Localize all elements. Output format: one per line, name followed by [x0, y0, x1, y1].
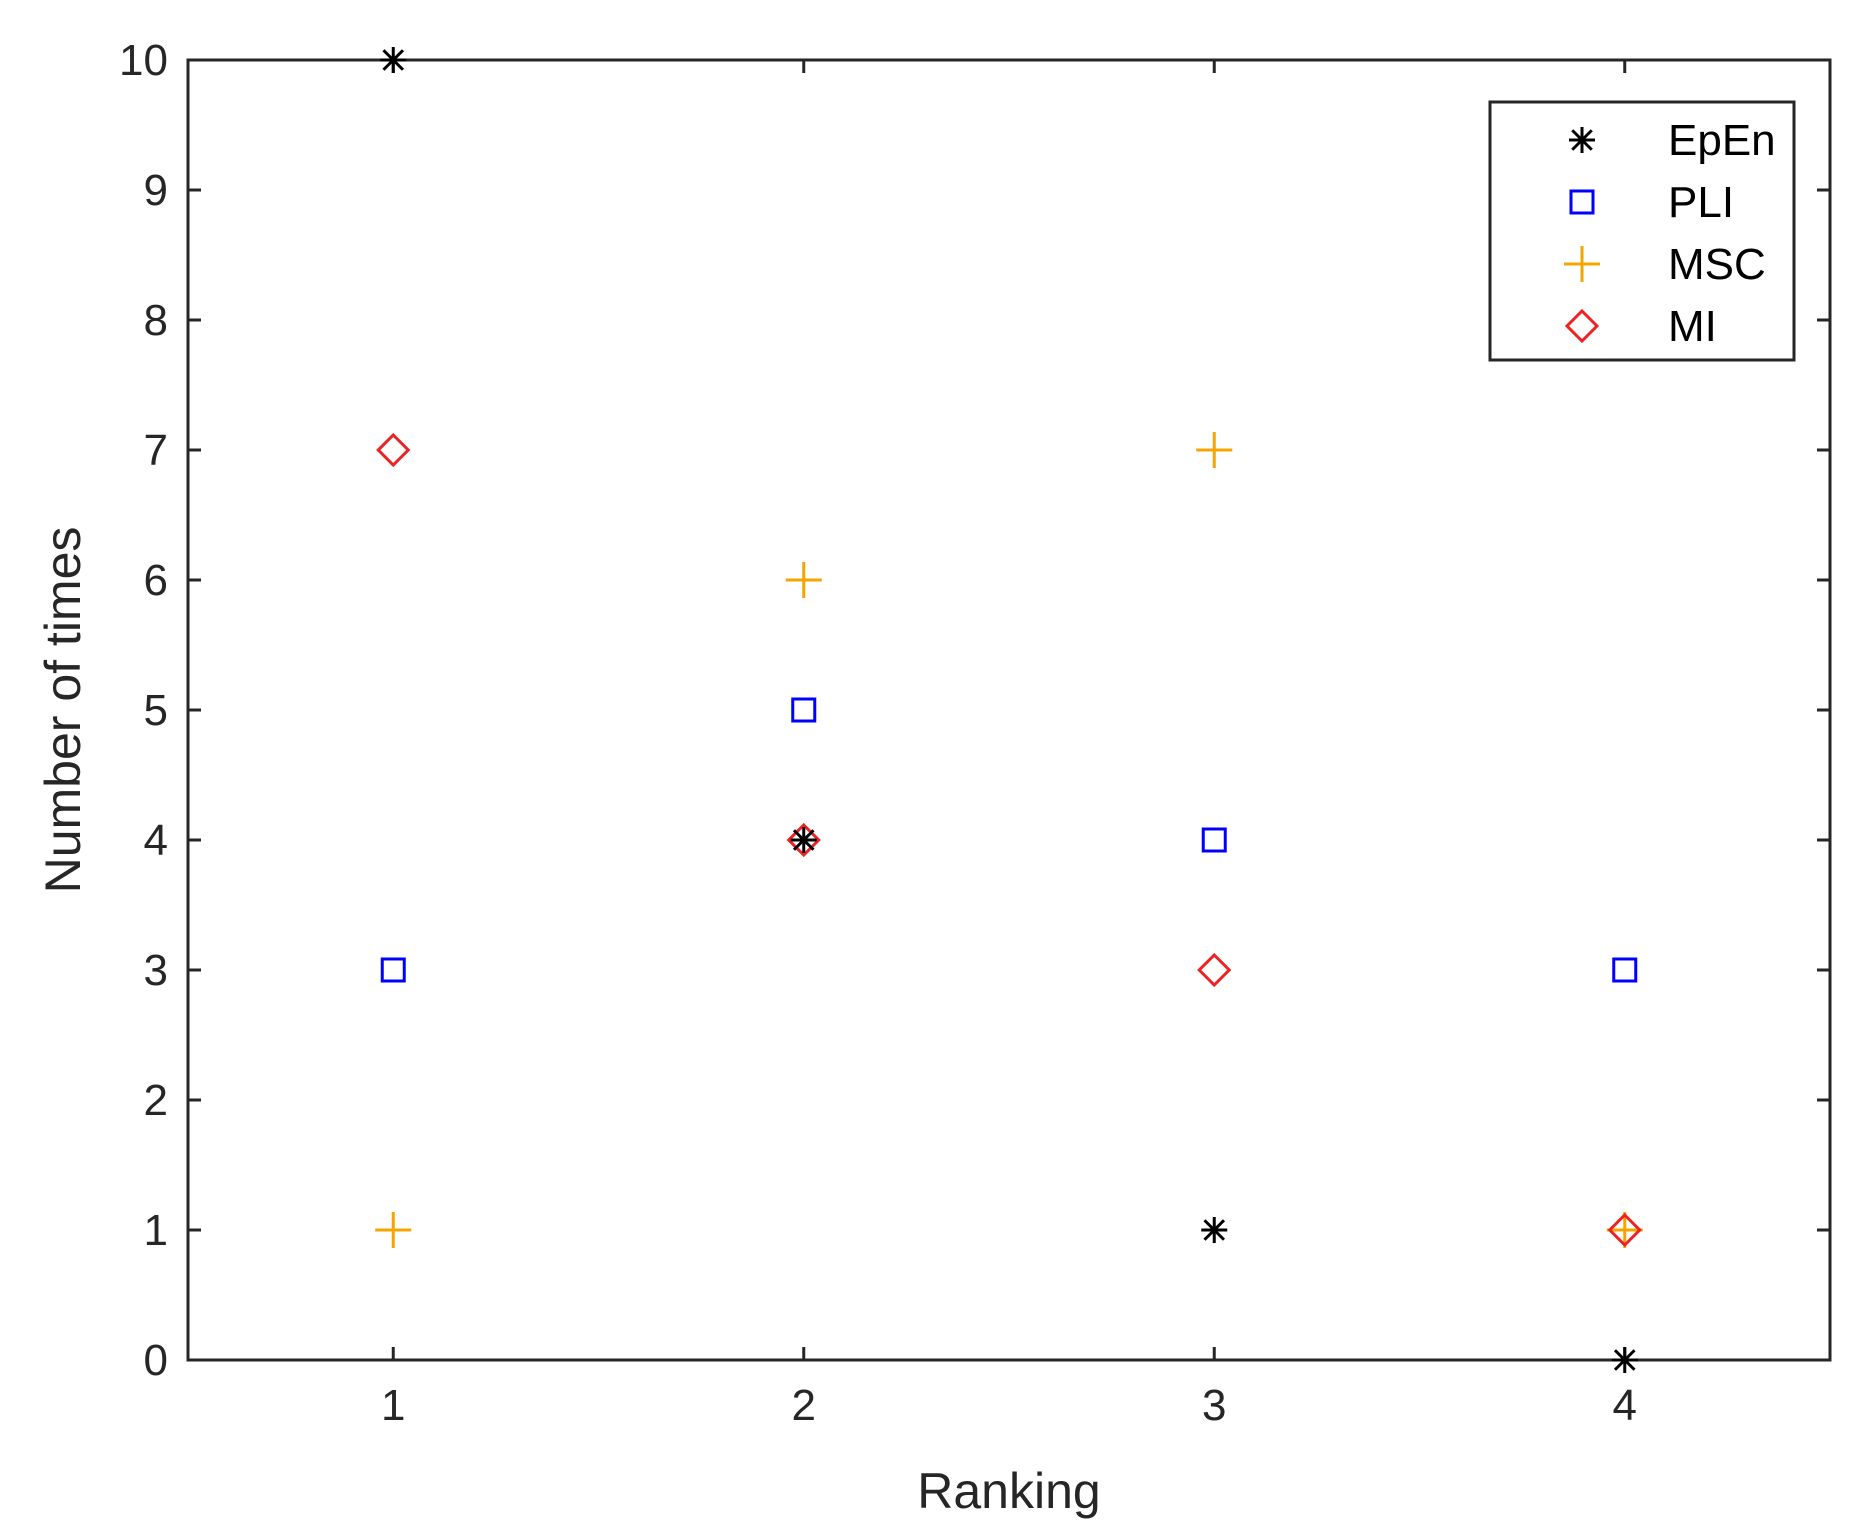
legend-label-msc: MSC [1668, 240, 1766, 289]
y-tick-label: 0 [144, 1336, 168, 1385]
y-tick-label: 10 [119, 36, 168, 85]
point-mi-4 [1607, 1212, 1642, 1248]
x-tick-label: 3 [1202, 1381, 1226, 1430]
point-pli-2 [791, 697, 817, 723]
x-tick-label: 4 [1613, 1381, 1637, 1430]
point-epen-4 [1611, 1347, 1638, 1373]
legend-marker-msc [1564, 246, 1600, 282]
y-tick-label: 4 [144, 816, 168, 865]
legend-label-pli: PLI [1668, 178, 1734, 227]
point-mi-2 [786, 822, 821, 858]
x-axis-label: Ranking [917, 1463, 1100, 1519]
legend-label-mi: MI [1668, 302, 1717, 351]
y-tick-label: 9 [144, 166, 168, 215]
y-tick-label: 3 [144, 946, 168, 995]
point-msc-3 [1196, 432, 1233, 468]
legend-label-epen: EpEn [1668, 116, 1776, 165]
point-mi-3 [1197, 952, 1232, 988]
y-axis-label: Number of times [35, 527, 91, 894]
point-pli-4 [1612, 957, 1638, 983]
point-pli-1 [380, 957, 406, 983]
y-tick-label: 7 [144, 426, 168, 475]
point-epen-2 [790, 827, 817, 853]
point-msc-1 [375, 1212, 412, 1248]
legend-marker-pli [1569, 189, 1595, 215]
point-msc-2 [785, 562, 822, 598]
legend: EpEn PLI MSC MI [1488, 100, 1796, 362]
legend-marker-epen [1569, 127, 1595, 153]
y-tick-label: 8 [144, 296, 168, 345]
y-tick-label: 2 [144, 1076, 168, 1125]
y-tick-label: 1 [144, 1206, 168, 1255]
data-points [375, 47, 1643, 1373]
y-tick-label: 6 [144, 556, 168, 605]
point-msc-4 [1606, 1212, 1643, 1248]
point-mi-1 [376, 432, 411, 468]
y-tick-label: 5 [144, 686, 168, 735]
x-tick-label: 1 [381, 1381, 405, 1430]
point-epen-1 [380, 47, 407, 73]
legend-marker-mi [1564, 308, 1600, 344]
point-pli-3 [1201, 827, 1227, 853]
x-tick-label: 2 [792, 1381, 816, 1430]
point-epen-3 [1201, 1217, 1228, 1243]
legend-box [1488, 100, 1796, 362]
